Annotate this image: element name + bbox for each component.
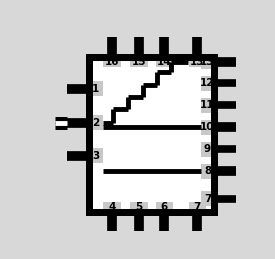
Bar xyxy=(89,81,103,96)
Text: 6: 6 xyxy=(161,202,168,212)
Bar xyxy=(189,57,206,67)
Bar xyxy=(201,120,214,135)
Bar xyxy=(89,148,103,163)
Bar xyxy=(201,191,214,206)
Text: 15: 15 xyxy=(131,57,146,67)
Bar xyxy=(89,57,214,212)
Bar xyxy=(201,164,214,178)
Text: 10: 10 xyxy=(200,122,215,132)
Bar xyxy=(156,202,173,212)
Text: 7: 7 xyxy=(194,202,201,212)
Bar xyxy=(189,202,206,212)
Text: 13: 13 xyxy=(200,57,215,67)
Text: 11: 11 xyxy=(200,100,215,110)
Text: 3: 3 xyxy=(92,151,99,161)
Text: 4: 4 xyxy=(108,202,116,212)
Text: 12: 12 xyxy=(200,78,215,88)
Bar xyxy=(201,142,214,157)
Text: 14: 14 xyxy=(157,57,172,67)
Bar xyxy=(130,202,148,212)
Bar xyxy=(201,98,214,113)
Bar xyxy=(103,202,121,212)
Bar xyxy=(156,57,173,67)
Bar xyxy=(130,57,148,67)
Text: 8: 8 xyxy=(204,166,211,176)
Bar xyxy=(89,57,214,212)
Text: 1: 1 xyxy=(92,84,99,94)
Text: 9: 9 xyxy=(204,144,211,154)
Bar xyxy=(201,54,214,69)
Bar xyxy=(103,57,121,67)
Text: 7: 7 xyxy=(204,193,211,204)
Text: 5: 5 xyxy=(135,202,142,212)
Text: 2: 2 xyxy=(92,118,99,128)
Text: 16: 16 xyxy=(105,57,119,67)
Text: 13: 13 xyxy=(190,57,205,67)
Bar xyxy=(89,115,103,130)
Bar xyxy=(201,76,214,91)
